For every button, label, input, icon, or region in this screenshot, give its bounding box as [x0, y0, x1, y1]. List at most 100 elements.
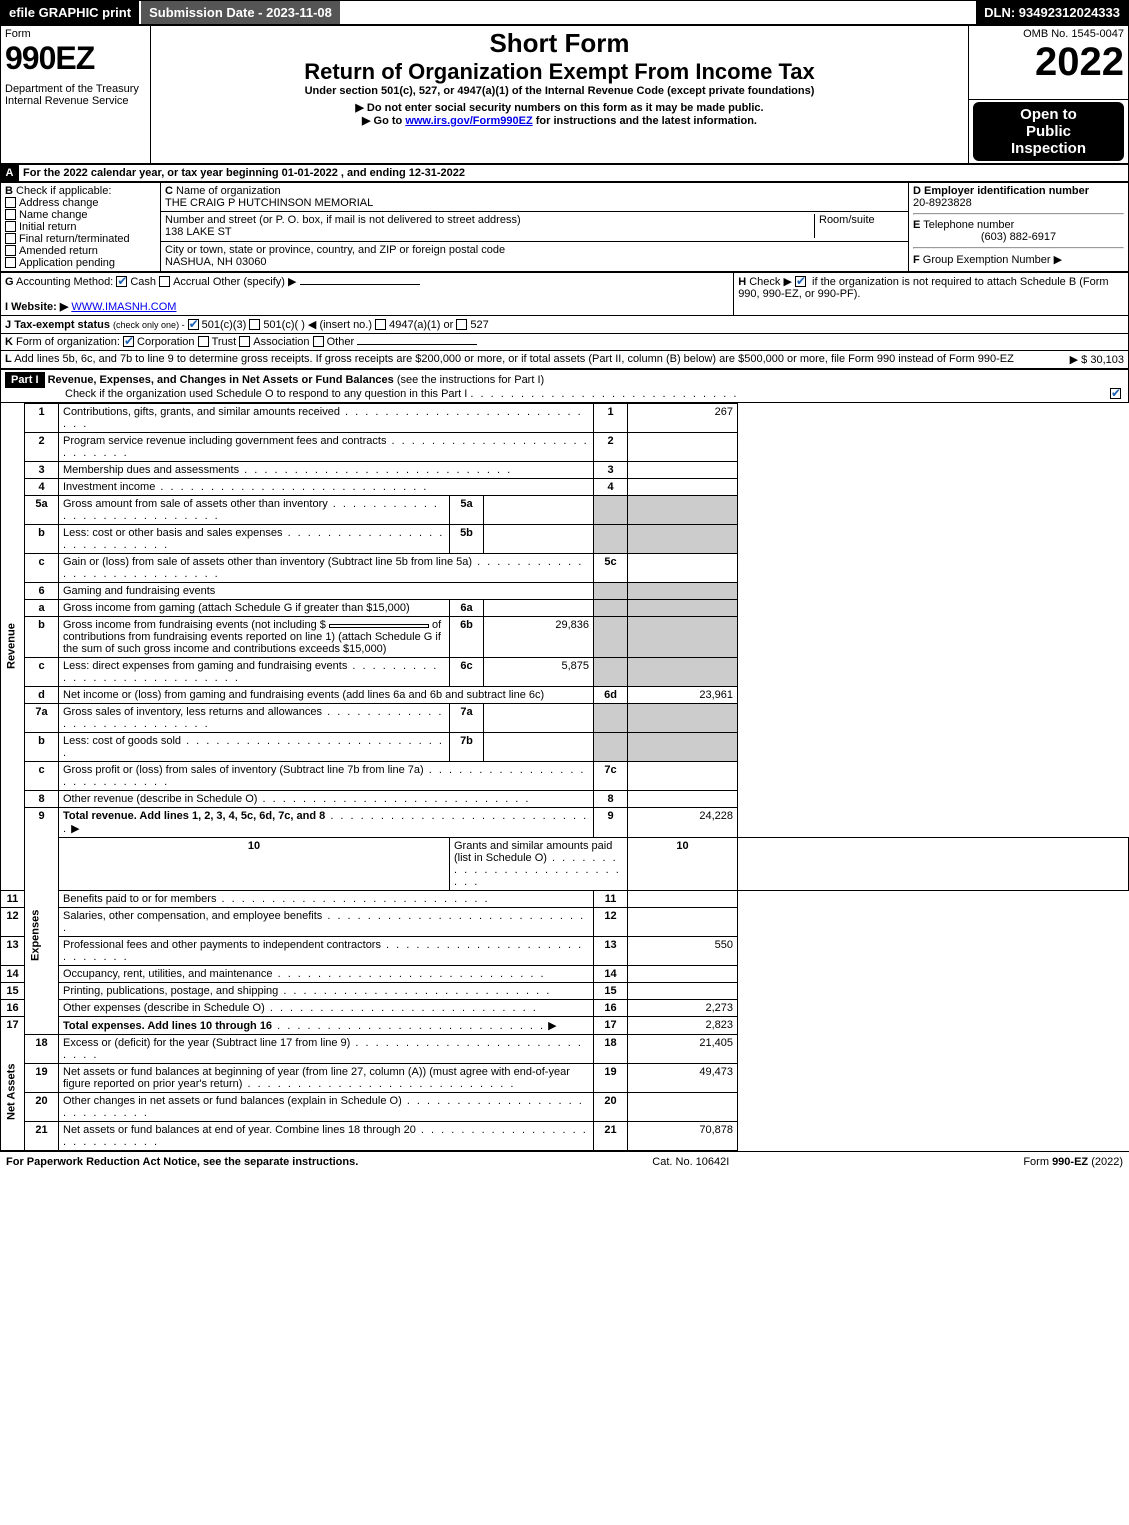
line-20-text: Other changes in net assets or fund bala…: [63, 1095, 402, 1107]
gross-receipts-text: Add lines 5b, 6c, and 7b to line 9 to de…: [14, 353, 1014, 365]
line-12-refnum: 12: [594, 907, 628, 936]
letter-h: H: [738, 276, 746, 288]
line-6c-text: Less: direct expenses from gaming and fu…: [63, 660, 347, 672]
part-i-schedule-o-checkbox[interactable]: [1110, 388, 1121, 399]
efile-print-label[interactable]: efile GRAPHIC print: [1, 1, 139, 24]
cash-checkbox[interactable]: [116, 276, 127, 287]
open-line3: Inspection: [977, 140, 1120, 157]
527-checkbox[interactable]: [456, 319, 467, 330]
line-6c-greyval: [628, 657, 738, 686]
line-5c-value: [628, 553, 738, 582]
accounting-method-label: Accounting Method:: [16, 276, 113, 288]
line-3-num: 3: [25, 461, 59, 478]
line-14-refnum: 14: [594, 965, 628, 982]
letter-k: K: [5, 336, 13, 348]
application-pending-checkbox[interactable]: [5, 257, 16, 268]
org-name: THE CRAIG P HUTCHINSON MEMORIAL: [165, 197, 373, 209]
assoc-checkbox[interactable]: [239, 336, 250, 347]
line-13-text: Professional fees and other payments to …: [63, 939, 381, 951]
line-6b-subval: 29,836: [483, 616, 593, 657]
line-7a-sub: 7a: [449, 703, 483, 732]
line-6a-greyval: [628, 599, 738, 616]
phone-value: (603) 882-6917: [913, 231, 1124, 243]
ein-label: Employer identification number: [924, 185, 1089, 197]
group-exemption-arrow: ▶: [1054, 254, 1062, 266]
tax-year-range: For the 2022 calendar year, or tax year …: [19, 164, 1129, 181]
return-title: Return of Organization Exempt From Incom…: [155, 59, 964, 85]
street-label: Number and street (or P. O. box, if mail…: [165, 214, 521, 226]
open-line2: Public: [977, 123, 1120, 140]
final-return-checkbox[interactable]: [5, 233, 16, 244]
line-6a-subval: [483, 599, 593, 616]
trust-checkbox[interactable]: [198, 336, 209, 347]
accrual-checkbox[interactable]: [159, 276, 170, 287]
line-13-value: 550: [628, 936, 738, 965]
line-12-text: Salaries, other compensation, and employ…: [63, 910, 322, 922]
line-7c-text: Gross profit or (loss) from sales of inv…: [63, 764, 424, 776]
line-7a-text: Gross sales of inventory, less returns a…: [63, 706, 322, 718]
4947-checkbox[interactable]: [375, 319, 386, 330]
initial-return-checkbox[interactable]: [5, 221, 16, 232]
phone-label: Telephone number: [923, 219, 1014, 231]
topbar-spacer: [342, 1, 976, 24]
line-6a-sub: 6a: [449, 599, 483, 616]
line-6b-sub: 6b: [449, 616, 483, 657]
footer-form-no: 990-EZ: [1052, 1156, 1088, 1168]
line-7c-refnum: 7c: [594, 761, 628, 790]
line-9-text: Total revenue. Add lines 1, 2, 3, 4, 5c,…: [63, 810, 325, 822]
line-6b-contrib-box[interactable]: [329, 624, 429, 628]
name-change-checkbox[interactable]: [5, 209, 16, 220]
line-1-value: 267: [628, 403, 738, 432]
line-8-num: 8: [25, 790, 59, 807]
line-12-num: 12: [1, 907, 25, 936]
application-pending-label: Application pending: [19, 257, 115, 269]
line-20-num: 20: [25, 1092, 59, 1121]
address-change-checkbox[interactable]: [5, 197, 16, 208]
footer-form-year: (2022): [1088, 1156, 1123, 1168]
expenses-side-label: Expenses: [25, 837, 59, 1034]
no-ssn-notice: ▶ Do not enter social security numbers o…: [155, 101, 964, 114]
line-7a-greyval: [628, 703, 738, 732]
street-value: 138 LAKE ST: [165, 226, 232, 238]
amended-return-checkbox[interactable]: [5, 245, 16, 256]
line-17-value: 2,823: [628, 1016, 738, 1034]
website-label: Website: ▶: [11, 301, 68, 313]
line-7b-sub: 7b: [449, 732, 483, 761]
accrual-label: Accrual: [173, 276, 210, 288]
line-6b-num: b: [25, 616, 59, 657]
line-5c-refnum: 5c: [594, 553, 628, 582]
501c-checkbox[interactable]: [249, 319, 260, 330]
irs-link[interactable]: www.irs.gov/Form990EZ: [405, 115, 532, 127]
corp-label: Corporation: [137, 336, 194, 348]
other-specify-input[interactable]: [300, 284, 420, 285]
schedule-b-checkbox[interactable]: [795, 276, 806, 287]
line-5b-num: b: [25, 524, 59, 553]
line-12-value: [628, 907, 738, 936]
other-org-input[interactable]: [357, 344, 477, 345]
line-6-grey: [594, 582, 628, 599]
line-5a-num: 5a: [25, 495, 59, 524]
gross-receipts-amount: $ 30,103: [1081, 354, 1124, 366]
501c3-checkbox[interactable]: [188, 319, 199, 330]
check-only-one: (check only one) -: [113, 320, 185, 330]
line-21-text: Net assets or fund balances at end of ye…: [63, 1124, 416, 1136]
line-6c-num: c: [25, 657, 59, 686]
line-21-refnum: 21: [594, 1121, 628, 1150]
line-4-num: 4: [25, 478, 59, 495]
corp-checkbox[interactable]: [123, 336, 134, 347]
form-header: Form 990EZ Department of the Treasury In…: [0, 25, 1129, 164]
other-org-checkbox[interactable]: [313, 336, 324, 347]
line-6b-greyval: [628, 616, 738, 657]
open-line1: Open to: [977, 106, 1120, 123]
line-5a-sub: 5a: [449, 495, 483, 524]
website-link[interactable]: WWW.IMASNH.COM: [71, 301, 176, 313]
letter-b: B: [5, 185, 13, 197]
line-1-text: Contributions, gifts, grants, and simila…: [63, 406, 340, 418]
line-6a-num: a: [25, 599, 59, 616]
goto-link[interactable]: ▶ Go to www.irs.gov/Form990EZ for instru…: [155, 114, 964, 127]
short-form-title: Short Form: [155, 28, 964, 59]
revenue-side-label: Revenue: [1, 403, 25, 890]
submission-date: Submission Date - 2023-11-08: [139, 1, 342, 24]
line-18-num: 18: [25, 1034, 59, 1063]
line-14-text: Occupancy, rent, utilities, and maintena…: [63, 968, 273, 980]
